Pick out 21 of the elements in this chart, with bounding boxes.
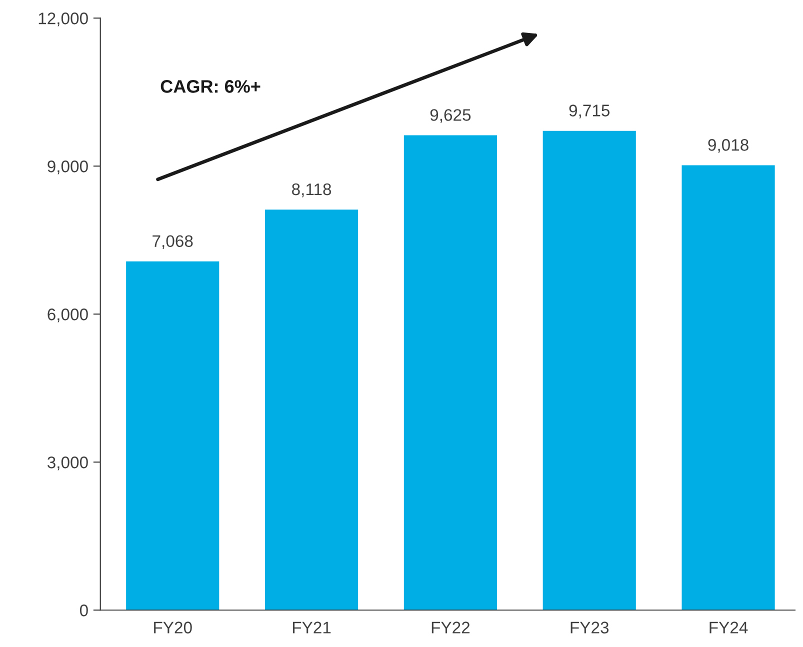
annotation: CAGR: 6%+ <box>160 80 260 93</box>
x-tick-label: FY23 <box>570 622 609 634</box>
x-tick-label: FY24 <box>710 622 748 634</box>
y-tick-label: 9,000 <box>48 160 88 174</box>
y-tick-label: 6,000 <box>48 308 88 322</box>
y-tick-label: 12,000 <box>38 12 88 26</box>
data-label: 9,715 <box>569 104 610 118</box>
bar <box>126 261 220 610</box>
x-tick-label: FY22 <box>432 622 470 634</box>
x-tick-label: FY21 <box>292 622 331 634</box>
x-tick-label: FY20 <box>154 622 192 634</box>
bar <box>542 130 636 610</box>
data-label: 8,118 <box>292 183 332 198</box>
data-label: 9,018 <box>708 139 748 153</box>
bar <box>404 135 497 610</box>
y-tick-label: 0 <box>80 604 88 616</box>
data-label: 9,625 <box>430 109 471 123</box>
bar <box>682 165 775 610</box>
y-tick-label: 3,000 <box>48 456 88 470</box>
data-label: 7,068 <box>152 235 193 249</box>
bar <box>264 210 358 610</box>
